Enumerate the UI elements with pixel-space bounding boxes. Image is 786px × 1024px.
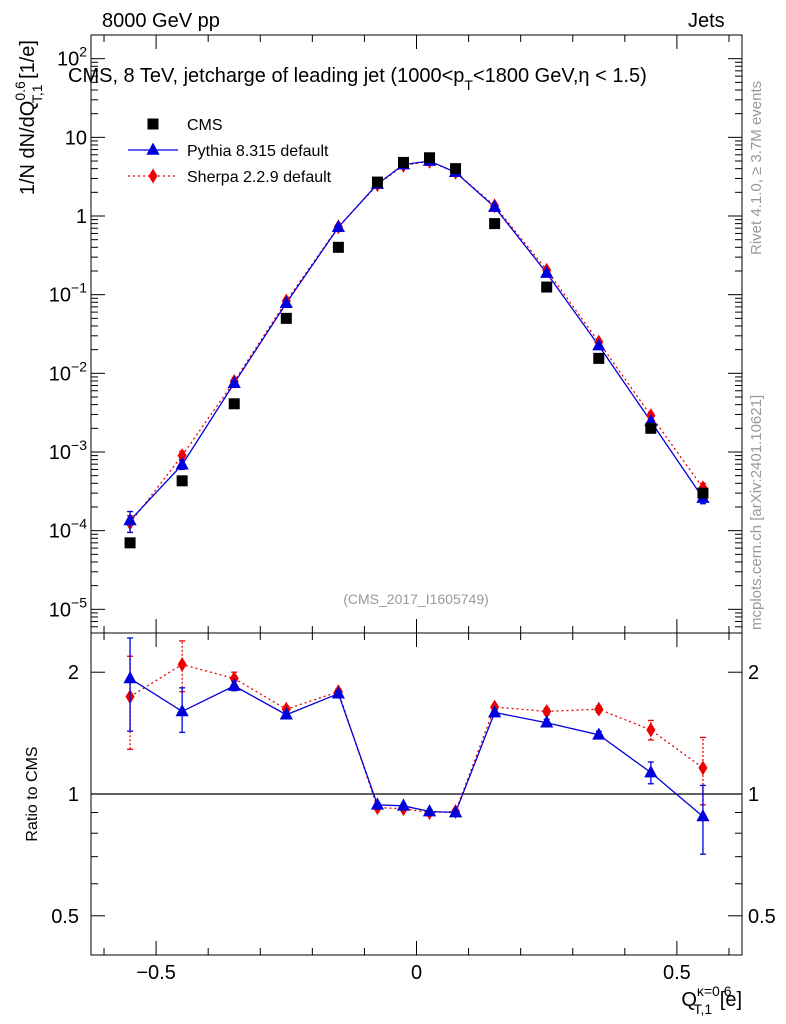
cms-data-point (489, 218, 501, 230)
pythia-ratio-point (227, 678, 241, 691)
sherpa-ratio-point (542, 703, 552, 719)
pythia-main-point (331, 219, 345, 233)
cms-data-point (645, 422, 657, 434)
rivet-version-label: Rivet 4.1.0, ≥ 3.7M events (748, 80, 765, 255)
y-tick-label: 10−4 (49, 516, 87, 543)
ratio-y-tick-label-left: 0.5 (51, 906, 79, 928)
sherpa-main-line (129, 160, 704, 524)
pythia-ratio-point (123, 671, 137, 684)
cms-data-point (697, 487, 709, 499)
sherpa-ratio-line (129, 663, 704, 814)
pythia-ratio-point (175, 703, 189, 717)
ratio-y-tick-label-left: 2 (68, 662, 79, 684)
y-tick-label: 1 (76, 206, 87, 228)
legend-sherpa-marker (148, 168, 158, 184)
cms-data-point (228, 398, 240, 410)
pythia-main-point (488, 199, 502, 212)
cms-data-point (541, 281, 553, 293)
cms-data-point (593, 352, 605, 364)
sherpa-ratio-point (646, 722, 656, 738)
process-label: Jets (688, 10, 725, 32)
y-tick-label: 102 (57, 44, 87, 71)
pythia-main-line (129, 160, 704, 521)
cms-data-point (424, 152, 436, 164)
ratio-y-tick-label-right: 0.5 (748, 906, 776, 928)
legend-cms-marker (147, 118, 159, 130)
legend-pythia-marker (146, 142, 160, 155)
sherpa-main-point (177, 448, 187, 464)
ratio-y-tick-label-left: 1 (68, 784, 79, 806)
sherpa-ratio-point (177, 657, 187, 672)
pythia-main-point (227, 375, 241, 388)
y-axis-label: 1/N dN/dQ0.6T,1 [1/e] (12, 40, 45, 195)
pythia-ratio-point (279, 707, 293, 720)
ratio-y-tick-label-right: 2 (748, 662, 759, 684)
x-tick-label: 0 (411, 962, 422, 984)
pythia-ratio-point (592, 727, 606, 740)
pythia-ratio-point (488, 705, 502, 718)
pythia-main-point (175, 457, 189, 470)
pythia-ratio-point (540, 715, 554, 728)
legend-label: Sherpa 2.2.9 default (187, 169, 332, 186)
cms-data-point (332, 241, 344, 253)
cms-data-point (176, 475, 188, 487)
pythia-main-point (279, 295, 293, 308)
cms-data-point (450, 163, 462, 175)
x-tick-label: 0.5 (663, 962, 691, 984)
pythia-ratio-point (331, 686, 345, 699)
cms-data-point (371, 176, 383, 188)
chart-title: CMS, 8 TeV, jetcharge of leading jet (10… (68, 65, 647, 93)
cms-data-point (124, 537, 136, 549)
sherpa-ratio-point (698, 760, 708, 776)
x-axis-label: Qκ=0.6 T,1 [e] (681, 983, 742, 1017)
pythia-ratio-point (370, 797, 385, 810)
pythia-ratio-point (644, 765, 658, 778)
y-tick-label: 10−5 (49, 594, 87, 621)
y-tick-label: 10−1 (49, 280, 87, 307)
analysis-watermark: (CMS_2017_I1605749) (343, 591, 489, 607)
pythia-ratio-line (129, 677, 704, 817)
ratio-y-tick-label-right: 1 (748, 784, 759, 806)
pythia-ratio-point (422, 804, 437, 817)
mcplots-label: mcplots.cern.ch [arXiv:2401.10621] (748, 394, 765, 630)
y-tick-label: 10−3 (49, 437, 87, 464)
y-tick-label: 10−2 (49, 358, 87, 385)
pythia-main-point (123, 512, 137, 526)
legend-label: CMS (187, 117, 223, 134)
sherpa-ratio-point (594, 701, 604, 717)
ratio-axis-label: Ratio to CMS (24, 746, 41, 841)
pythia-main-point (540, 265, 554, 278)
energy-label: 8000 GeV pp (102, 10, 220, 32)
x-tick-label: −0.5 (136, 962, 175, 984)
pythia-main-point (592, 338, 606, 351)
cms-data-point (280, 312, 292, 324)
y-tick-label: 10 (65, 127, 87, 149)
legend-label: Pythia 8.315 default (187, 143, 329, 160)
pythia-ratio-point (448, 805, 463, 818)
pythia-ratio-point (696, 809, 710, 822)
pythia-ratio-point (396, 798, 411, 811)
cms-data-point (397, 156, 409, 168)
